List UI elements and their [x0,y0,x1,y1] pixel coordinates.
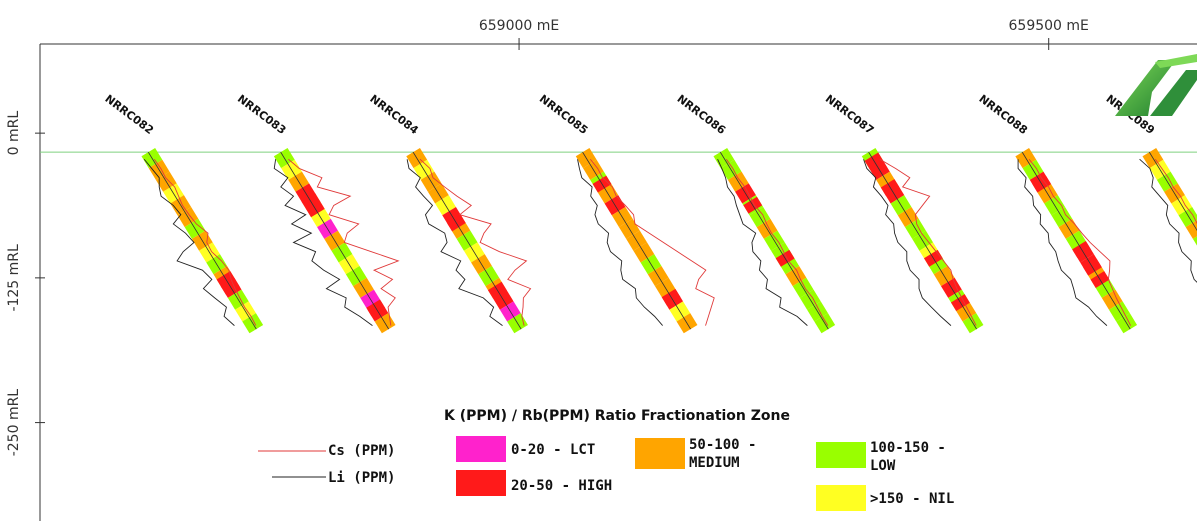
drill-hole-nrrc087: NRRC087 [823,92,984,334]
cs-profile [153,158,257,326]
legend-label-medium-2: MEDIUM [689,455,740,471]
legend: K (PPM) / Rb(PPM) Ratio Fractionation Zo… [258,408,954,511]
legend-label-low-2: LOW [870,458,896,474]
hole-label: NRRC082 [102,92,155,137]
hole-trace [147,151,257,330]
drill-hole-nrrc085: NRRC085 [537,92,715,334]
legend-cs-label: Cs (PPM) [328,443,395,459]
li-profile [717,159,808,326]
y-tick-label: -250 mRL [6,389,22,457]
li-profile [1017,159,1108,326]
drill-hole-nrrc084: NRRC084 [367,92,532,334]
li-profile [577,159,663,326]
hole-trace [1021,151,1131,330]
drill-holes: NRRC082 NRRC083 NRRC084 NRRC085 NRRC086 NRRC0… [102,92,1197,334]
company-logo-icon [1115,54,1197,116]
section-frame [39,43,1197,521]
cs-profile [879,158,977,326]
hole-label: NRRC086 [675,92,729,137]
cs-profile [589,158,715,326]
hole-trace [412,151,522,330]
legend-swatch-medium [635,438,685,469]
hole-label: NRRC088 [976,92,1029,137]
hole-label: NRRC084 [367,92,421,137]
legend-swatch-lct [456,436,506,462]
drill-hole-nrrc082: NRRC082 [102,92,264,334]
hole-trace [582,151,691,330]
hole-label: NRRC087 [823,92,876,137]
y-tick-label: -125 mRL [6,244,22,312]
cs-profile [1028,158,1132,326]
y-tick-label: 0 mRL [6,111,22,156]
legend-swatch-high [456,470,506,496]
li-profile [863,159,952,326]
hole-label: NRRC085 [537,92,590,137]
cs-profile [288,158,400,326]
legend-li-label: Li (PPM) [328,470,395,486]
li-profile [1139,158,1197,283]
li-profile [273,159,373,326]
hole-trace [868,151,977,330]
li-profile [143,158,235,326]
legend-label-low-1: 100-150 - [870,440,946,456]
hole-trace [280,151,390,330]
cs-profile [419,158,532,326]
legend-swatch-low [816,442,866,468]
cs-profile [725,158,829,326]
x-tick-label: 659500 mE [1009,18,1089,34]
li-profile [406,159,503,326]
hole-trace [719,151,829,330]
zone-segment [1192,236,1197,246]
hole-trace [1148,151,1197,232]
cs-profile [1154,158,1197,225]
legend-label-lct: 0-20 - LCT [511,442,595,458]
legend-swatch-nil [816,485,866,511]
legend-label-nil: >150 - NIL [870,491,954,507]
legend-label-medium-1: 50-100 - [689,437,756,453]
drill-hole-nrrc088: NRRC088 [976,92,1138,334]
drill-hole-nrrc083: NRRC083 [235,92,400,334]
legend-title: K (PPM) / Rb(PPM) Ratio Fractionation Zo… [444,408,790,424]
legend-label-high: 20-50 - HIGH [511,478,612,494]
y-axis: 0 mRL -125 mRL -250 mRL [6,111,45,457]
drill-hole-nrrc086: NRRC086 [675,92,836,334]
x-axis: 659000 mE 659500 mE [479,18,1089,50]
x-tick-label: 659000 mE [479,18,559,34]
hole-label: NRRC083 [235,92,288,137]
